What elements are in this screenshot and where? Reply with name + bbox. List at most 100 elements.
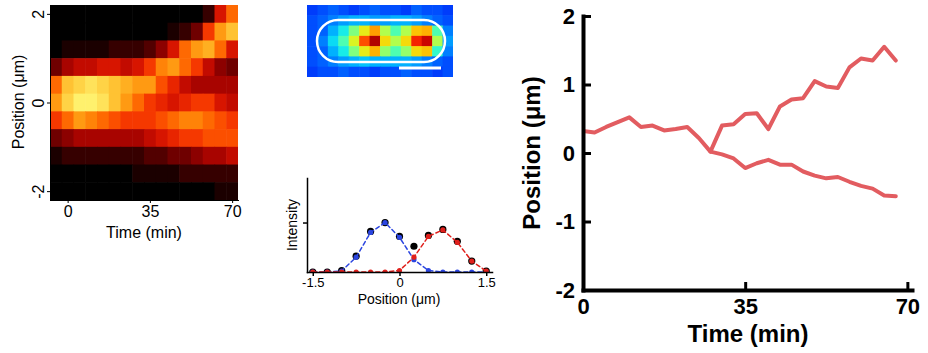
heatmap-cell — [97, 111, 109, 129]
heatmap-cell — [109, 23, 121, 41]
heatmap-cell — [226, 23, 238, 41]
heatmap-cell — [97, 40, 109, 58]
heatmap-cell — [432, 5, 443, 16]
heatmap-cell — [328, 67, 339, 77]
tick-label: 35 — [141, 203, 159, 220]
tick: 1.5 — [478, 272, 496, 290]
heatmap-cell — [97, 165, 109, 183]
heatmap-cell — [203, 147, 215, 165]
heatmap-cell — [109, 5, 121, 23]
heatmap-cell — [215, 182, 227, 200]
heatmap-cell — [226, 94, 238, 112]
heatmap-cell — [349, 67, 360, 77]
heatmap-cell — [380, 46, 391, 57]
heatmap-cell — [156, 76, 168, 94]
heatmap-cell — [85, 94, 97, 112]
heatmap-cell — [203, 129, 215, 147]
heatmap-cell — [380, 67, 391, 77]
heatmap-cell — [85, 147, 97, 165]
tick: -1.5 — [302, 272, 324, 290]
heatmap-cell — [401, 36, 412, 47]
tick-label: 2 — [30, 10, 47, 19]
heatmap-cell — [74, 111, 86, 129]
heatmap-cell — [132, 182, 144, 200]
heatmap-cell — [179, 5, 191, 23]
heatmap-cell — [203, 58, 215, 76]
series-marker — [455, 240, 460, 245]
heatmap-cell — [390, 5, 401, 16]
heatmap-cell — [411, 5, 422, 16]
series-marker — [354, 255, 359, 260]
series-marker — [440, 227, 445, 232]
series-marker — [484, 268, 489, 272]
heatmap-cell — [215, 5, 227, 23]
heatmap-cell — [411, 46, 422, 57]
series-line — [313, 223, 486, 272]
heatmap-cell — [97, 58, 109, 76]
heatmap-cell — [307, 67, 318, 77]
heatmap-cell — [85, 165, 97, 183]
heatmap-cell — [338, 5, 349, 16]
heatmap-cell — [422, 26, 433, 37]
heatmap-cell — [422, 36, 433, 47]
heatmap-cell — [62, 5, 74, 23]
tick: 35 — [733, 282, 757, 319]
heatmap-cell — [370, 5, 381, 16]
heatmap-cell — [328, 26, 339, 37]
heatmap-cell — [411, 26, 422, 37]
heatmap-cell — [85, 111, 97, 129]
tick: -1 — [555, 209, 591, 234]
heatmap-cell — [156, 94, 168, 112]
heatmap-cell — [307, 56, 318, 67]
heatmap-cell — [62, 40, 74, 58]
tick-label: 0 — [577, 294, 589, 319]
heatmap-cell — [62, 147, 74, 165]
heatmap-cell — [443, 67, 453, 77]
heatmap-cell — [328, 5, 339, 16]
heatmap-cell — [85, 58, 97, 76]
series-marker — [440, 269, 445, 272]
tick: 70 — [896, 282, 920, 319]
series-line — [583, 47, 896, 152]
heatmap-cell — [156, 129, 168, 147]
heatmap-cell — [50, 111, 62, 129]
heatmap-cell — [168, 40, 180, 58]
tick: 0 — [30, 98, 50, 107]
heatmap-cell — [109, 94, 121, 112]
heatmap-cell — [156, 40, 168, 58]
heatmap-cell — [109, 111, 121, 129]
heatmap-cell — [328, 46, 339, 57]
heatmap-cell — [215, 129, 227, 147]
heatmap-cell — [349, 36, 360, 47]
tick-mark — [303, 222, 307, 224]
heatmap-cell — [215, 147, 227, 165]
heatmap-cell — [401, 5, 412, 16]
y-axis-title: Position (μm) — [518, 76, 545, 229]
heatmap-cell — [74, 58, 86, 76]
heatmap-cell — [179, 111, 191, 129]
heatmap-cell — [359, 5, 370, 16]
heatmap-cell — [307, 46, 318, 57]
heatmap-cell — [203, 40, 215, 58]
heatmap-cell — [144, 76, 156, 94]
tick-label: 2 — [563, 4, 575, 29]
heatmap-cell — [179, 165, 191, 183]
tick-label: 0 — [64, 203, 73, 220]
heatmap-cell — [307, 26, 318, 37]
series-line — [313, 230, 486, 272]
x-axis: 0 35 70 — [577, 282, 920, 319]
heatmap-cell — [168, 129, 180, 147]
heatmap-cell — [50, 5, 62, 23]
heatmap-cell — [109, 129, 121, 147]
tick: 70 — [224, 200, 242, 220]
heatmap-cell — [443, 5, 453, 16]
heatmap-cell — [226, 111, 238, 129]
heatmap-cell — [74, 182, 86, 200]
axis-line — [584, 289, 913, 293]
heatmap-cell — [390, 26, 401, 37]
heatmap-cell — [191, 5, 203, 23]
tick-mark — [583, 221, 591, 224]
heatmap-cell — [168, 5, 180, 23]
heatmap-cell — [97, 182, 109, 200]
heatmap-cell — [156, 58, 168, 76]
